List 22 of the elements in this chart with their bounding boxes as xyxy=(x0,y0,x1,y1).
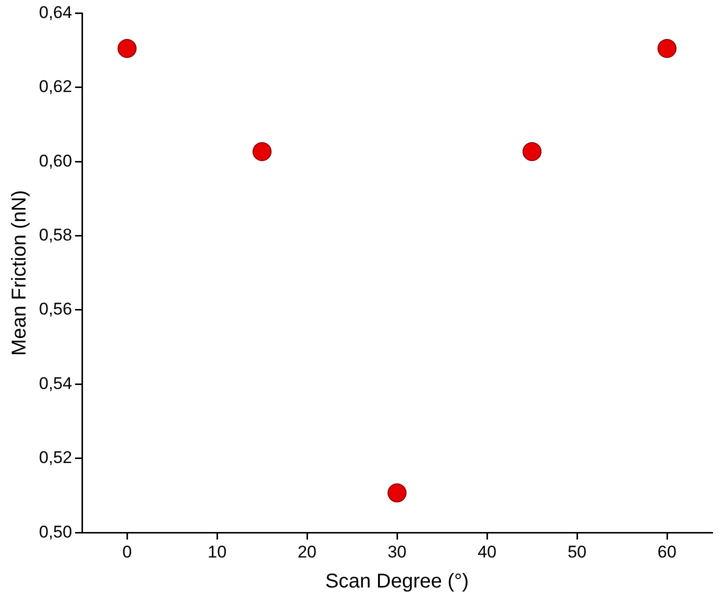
point xyxy=(658,38,677,58)
y-tick-label: 0,62 xyxy=(38,77,72,96)
x-axis-title: Scan Degree (°) xyxy=(325,570,469,593)
point xyxy=(388,483,407,502)
y-tick-label: 0,58 xyxy=(38,225,72,244)
y-tick-label: 0,54 xyxy=(38,374,72,393)
point xyxy=(118,38,137,58)
point xyxy=(522,142,542,162)
y-tick-label: 0,56 xyxy=(38,300,72,319)
x-tick-label: 30 xyxy=(388,542,407,562)
point xyxy=(252,142,272,162)
x-tick-label: 40 xyxy=(478,542,496,562)
x-tick-label: 10 xyxy=(208,542,227,562)
y-tick-label: 0,64 xyxy=(38,2,72,22)
x-tick-label: 20 xyxy=(298,542,317,562)
x-tick-label: 50 xyxy=(568,542,586,562)
y-tick-label: 0,60 xyxy=(38,151,72,170)
y-tick-label: 0,50 xyxy=(38,522,72,542)
y-axis-title: Mean Friction (nN) xyxy=(8,190,31,356)
x-tick-label: 60 xyxy=(658,542,676,562)
x-tick-label: 0 xyxy=(122,542,132,562)
y-tick-label: 0,52 xyxy=(38,448,72,468)
